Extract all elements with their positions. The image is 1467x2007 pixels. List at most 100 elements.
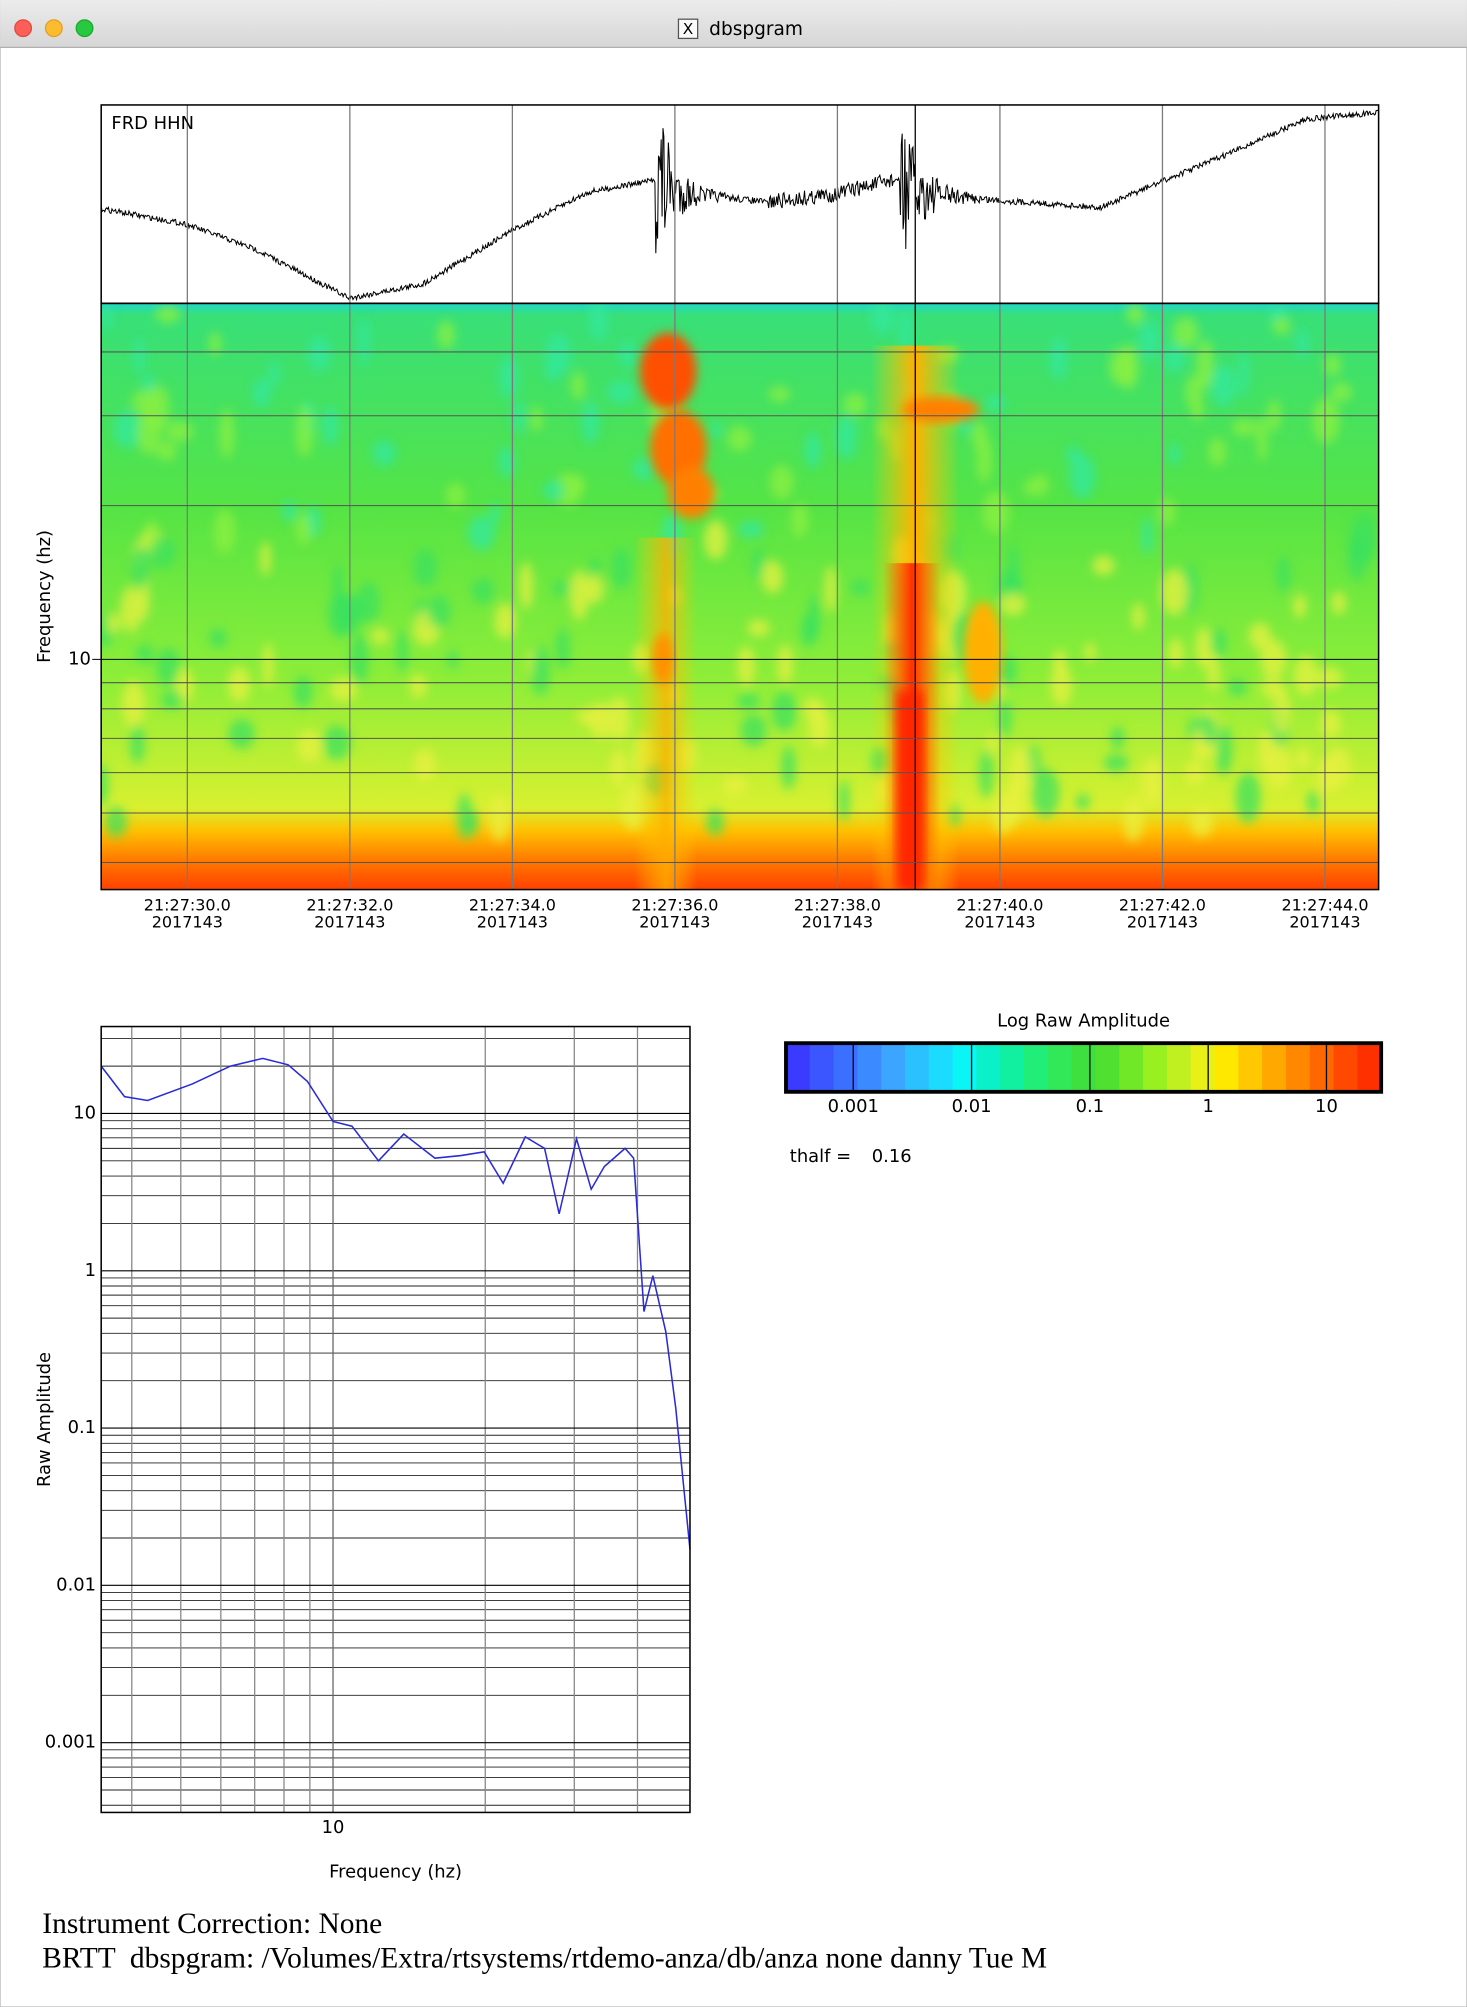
spectrogram-texture bbox=[498, 446, 516, 478]
minimize-button[interactable] bbox=[44, 19, 63, 38]
colorbar-segment bbox=[833, 1043, 858, 1092]
spectrogram-texture bbox=[1023, 479, 1035, 497]
spectrogram-texture bbox=[542, 480, 565, 500]
spectrogram-texture bbox=[1009, 746, 1033, 792]
zoom-button[interactable] bbox=[75, 19, 94, 38]
spectrogram-texture bbox=[835, 414, 857, 460]
colorbar-segment bbox=[1000, 1043, 1025, 1092]
spectrogram-texture bbox=[530, 406, 543, 433]
spectrogram-texture bbox=[1138, 321, 1160, 360]
spectrogram-texture bbox=[1185, 374, 1203, 409]
spectrogram-texture bbox=[768, 386, 791, 403]
spectrogram-texture bbox=[1260, 679, 1286, 698]
spectrogram-texture bbox=[281, 500, 297, 522]
spectrogram-texture bbox=[156, 647, 181, 687]
spectrogram-texture bbox=[135, 644, 155, 664]
spectrogram-texture bbox=[771, 691, 797, 732]
spectrogram-texture bbox=[710, 420, 722, 440]
colorbar-segment bbox=[1285, 1043, 1311, 1092]
spectrogram-texture bbox=[1092, 555, 1115, 576]
x-tick-label: 21:27:42.0 bbox=[1119, 896, 1206, 915]
colorbar-segment bbox=[1357, 1043, 1382, 1092]
spectrogram-texture bbox=[1235, 772, 1261, 823]
x-tick-label: 21:27:38.0 bbox=[794, 896, 881, 915]
spectrogram-texture bbox=[1292, 593, 1307, 618]
spectrogram-texture bbox=[106, 613, 121, 634]
spectrogram-texture bbox=[137, 408, 161, 456]
spectrogram-texture bbox=[252, 378, 272, 408]
spectrogram-texture bbox=[1317, 667, 1343, 689]
spectrogram-texture bbox=[610, 748, 627, 787]
spectrogram-texture bbox=[322, 405, 339, 446]
x11-icon-glyph: X bbox=[683, 20, 694, 38]
spectrogram-texture bbox=[1160, 569, 1189, 616]
spectrogram-texture bbox=[396, 629, 409, 673]
spectrogram-texture bbox=[1324, 353, 1342, 377]
spectrogram-texture bbox=[445, 483, 466, 509]
close-button[interactable] bbox=[14, 19, 33, 38]
spectrogram-texture bbox=[1208, 437, 1227, 467]
colorbar-segment bbox=[1143, 1043, 1168, 1092]
x-tick-label: 10 bbox=[322, 1817, 345, 1838]
spectrogram-texture bbox=[228, 718, 255, 749]
window-title: dbspgram bbox=[709, 19, 803, 40]
spectrogram-texture bbox=[1168, 442, 1181, 466]
spectrogram-texture bbox=[727, 425, 752, 452]
spectrogram-texture bbox=[428, 595, 451, 629]
colorbar-frame bbox=[784, 1041, 1384, 1094]
spectrogram-texture bbox=[545, 363, 560, 381]
spectrogram-texture bbox=[1258, 731, 1275, 772]
spectrogram-texture bbox=[607, 696, 631, 742]
x-tick-label: 21:27:34.0 bbox=[469, 896, 556, 915]
spectrogram-texture bbox=[992, 797, 1015, 834]
spectrogram-texture bbox=[1122, 797, 1144, 842]
footer-line: Instrument Correction: None bbox=[42, 1908, 382, 1940]
x-tick-date: 2017143 bbox=[1289, 912, 1360, 931]
waveform bbox=[100, 109, 1379, 302]
spectrogram-texture bbox=[113, 410, 142, 448]
colorbar-segment bbox=[1214, 1043, 1239, 1092]
station-label: FRD HHN bbox=[111, 113, 194, 134]
spectrogram-texture bbox=[737, 645, 755, 687]
spectrogram-texture bbox=[268, 360, 280, 387]
spectrogram-texture bbox=[295, 513, 312, 545]
spectrogram-texture bbox=[1119, 344, 1139, 390]
spectrogram-texture bbox=[722, 775, 748, 797]
colorbar-title: Log Raw Amplitude bbox=[997, 1010, 1170, 1031]
spectrogram-texture bbox=[804, 431, 822, 468]
spectrogram-texture bbox=[581, 400, 600, 444]
colorbar-segment bbox=[857, 1043, 882, 1092]
spectrogram-texture bbox=[761, 560, 784, 594]
spectrogram-texture bbox=[606, 380, 635, 404]
spectrogram-texture bbox=[1195, 626, 1212, 669]
spectrogram-texture bbox=[569, 569, 589, 621]
spectrogram-texture bbox=[1347, 534, 1367, 581]
spectrogram-texture bbox=[1084, 642, 1096, 663]
spectrogram-texture bbox=[208, 331, 222, 356]
spectrogram-texture bbox=[1103, 753, 1129, 772]
spectrogram-texture bbox=[219, 409, 235, 459]
y-axis-label: Frequency (hz) bbox=[34, 530, 55, 663]
spectrogram-texture bbox=[146, 519, 157, 549]
colorbar-segment bbox=[1333, 1043, 1358, 1092]
spectrogram-texture bbox=[1132, 602, 1145, 631]
spectrogram-texture bbox=[156, 441, 177, 461]
spectrogram-texture bbox=[332, 563, 344, 607]
spectrogram-texture bbox=[999, 593, 1026, 616]
spectrogram-texture bbox=[494, 603, 517, 639]
spectrogram-texture bbox=[838, 779, 850, 822]
spectrogram-texture bbox=[121, 679, 146, 728]
spectrogram-texture bbox=[1331, 591, 1347, 615]
spectrogram-texture bbox=[499, 356, 519, 399]
spectrogram-texture bbox=[1272, 317, 1292, 335]
colorbar-tick-label: 1 bbox=[1202, 1096, 1213, 1117]
x-tick-date: 2017143 bbox=[639, 912, 710, 931]
x-tick-date: 2017143 bbox=[964, 912, 1035, 931]
spectrogram-texture bbox=[262, 642, 274, 690]
spectrogram-texture bbox=[1256, 414, 1268, 463]
spectrogram-texture bbox=[133, 337, 145, 374]
x-tick-date: 2017143 bbox=[314, 912, 385, 931]
spectrogram-texture bbox=[1031, 768, 1060, 818]
